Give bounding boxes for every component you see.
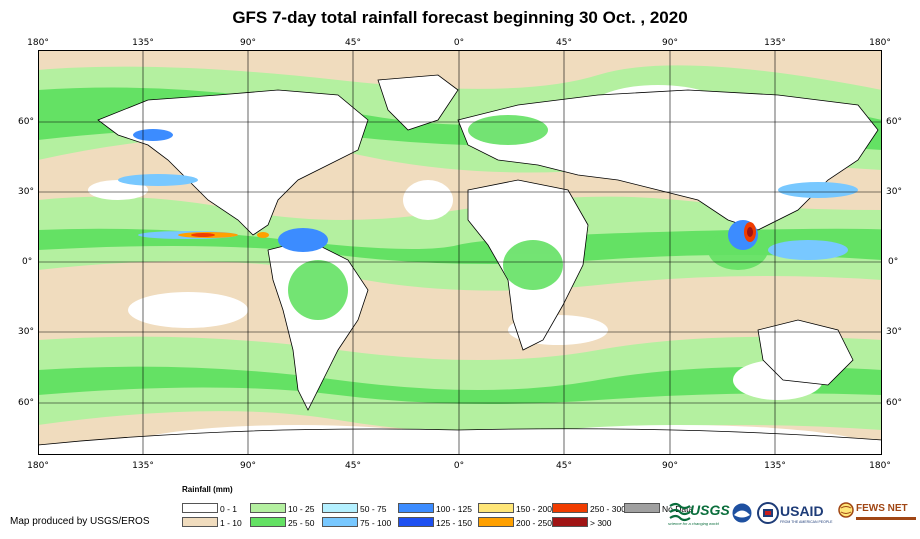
fewsnet-globe-icon bbox=[838, 502, 854, 518]
legend-swatch-over-300 bbox=[552, 517, 588, 527]
lat-label-right-60s: 60° bbox=[886, 398, 902, 408]
legend-label-no-data: No Data bbox=[662, 504, 694, 514]
legend-label-50-75: 50 - 75 bbox=[360, 504, 387, 514]
credit-text: Map produced by USGS/EROS bbox=[10, 516, 150, 527]
legend-label-0-1: 0 - 1 bbox=[220, 504, 238, 514]
graticule bbox=[38, 50, 882, 455]
lat-label-right-30s: 30° bbox=[886, 327, 902, 337]
legend-swatch-125-150 bbox=[398, 517, 434, 527]
legend-swatch-0-1 bbox=[182, 503, 218, 513]
legend-swatch-200-250 bbox=[478, 517, 514, 527]
fewsnet-logo-text: FEWS NET bbox=[856, 503, 908, 514]
lon-label-top-135e: 135° bbox=[764, 38, 786, 48]
legend-swatch-1-10 bbox=[182, 517, 218, 527]
usaid-tagline: FROM THE AMERICAN PEOPLE bbox=[780, 520, 833, 524]
legend-label-200-250: 200 - 250 bbox=[516, 518, 552, 528]
lon-label-top-90w: 90° bbox=[240, 38, 256, 48]
legend-label-125-150: 125 - 150 bbox=[436, 518, 472, 528]
lon-label-bottom-90w: 90° bbox=[240, 461, 256, 471]
noaa-logo-icon bbox=[731, 502, 753, 524]
legend-label-250-300: 250 - 300 bbox=[590, 504, 626, 514]
legend-swatch-75-100 bbox=[322, 517, 358, 527]
map-border bbox=[38, 50, 882, 455]
legend-label-over-300: > 300 bbox=[590, 518, 612, 528]
legend-swatch-250-300 bbox=[552, 503, 588, 513]
legend-label-100-125: 100 - 125 bbox=[436, 504, 472, 514]
legend-label-150-200: 150 - 200 bbox=[516, 504, 552, 514]
usgs-logo-icon bbox=[669, 502, 691, 522]
lat-label-left-60n: 60° bbox=[18, 117, 34, 127]
usgs-tagline: science for a changing world bbox=[668, 521, 719, 526]
lon-label-top-135w: 135° bbox=[132, 38, 154, 48]
lat-label-right-60n: 60° bbox=[886, 117, 902, 127]
legend-swatch-no-data bbox=[624, 503, 660, 513]
usaid-logo-text: USAID bbox=[780, 503, 824, 519]
legend-swatch-150-200 bbox=[478, 503, 514, 513]
legend-swatch-10-25 bbox=[250, 503, 286, 513]
usgs-logo: USGS science for a changing world bbox=[668, 500, 730, 530]
lat-label-left-60s: 60° bbox=[18, 398, 34, 408]
legend-title: Rainfall (mm) bbox=[182, 485, 233, 494]
lat-label-left-30s: 30° bbox=[18, 327, 34, 337]
rainfall-map bbox=[38, 50, 882, 455]
lon-label-bottom-0: 0° bbox=[453, 461, 465, 471]
lat-label-right-0: 0° bbox=[888, 257, 899, 267]
noaa-logo bbox=[731, 502, 753, 524]
lat-label-left-30n: 30° bbox=[18, 187, 34, 197]
lon-label-bottom-180e: 180° bbox=[869, 461, 891, 471]
lon-label-bottom-135e: 135° bbox=[764, 461, 786, 471]
lon-label-top-180w: 180° bbox=[27, 38, 49, 48]
lat-label-right-30n: 30° bbox=[886, 187, 902, 197]
lon-label-top-45e: 45° bbox=[556, 38, 572, 48]
lon-label-bottom-135w: 135° bbox=[132, 461, 154, 471]
lon-label-top-90e: 90° bbox=[662, 38, 678, 48]
lat-label-left-0: 0° bbox=[22, 257, 33, 267]
fewsnet-underline bbox=[856, 517, 916, 520]
map-title: GFS 7-day total rainfall forecast beginn… bbox=[232, 8, 688, 27]
lon-label-top-0: 0° bbox=[453, 38, 465, 48]
usgs-logo-text: USGS bbox=[690, 502, 730, 518]
legend-swatch-25-50 bbox=[250, 517, 286, 527]
lon-label-top-180e: 180° bbox=[869, 38, 891, 48]
legend-label-1-10: 1 - 10 bbox=[220, 518, 242, 528]
usaid-seal-icon bbox=[757, 502, 779, 524]
lon-label-top-45w: 45° bbox=[345, 38, 361, 48]
lon-label-bottom-180w: 180° bbox=[27, 461, 49, 471]
legend-label-10-25: 10 - 25 bbox=[288, 504, 315, 514]
lon-label-bottom-90e: 90° bbox=[662, 461, 678, 471]
fewsnet-logo: FEWS NET bbox=[838, 500, 918, 530]
lon-label-bottom-45e: 45° bbox=[556, 461, 572, 471]
legend-label-75-100: 75 - 100 bbox=[360, 518, 392, 528]
legend-swatch-50-75 bbox=[322, 503, 358, 513]
usaid-logo: USAID FROM THE AMERICAN PEOPLE bbox=[757, 500, 837, 532]
lon-label-bottom-45w: 45° bbox=[345, 461, 361, 471]
legend-label-25-50: 25 - 50 bbox=[288, 518, 315, 528]
legend-swatch-100-125 bbox=[398, 503, 434, 513]
rain-150-300-areas bbox=[178, 222, 756, 242]
